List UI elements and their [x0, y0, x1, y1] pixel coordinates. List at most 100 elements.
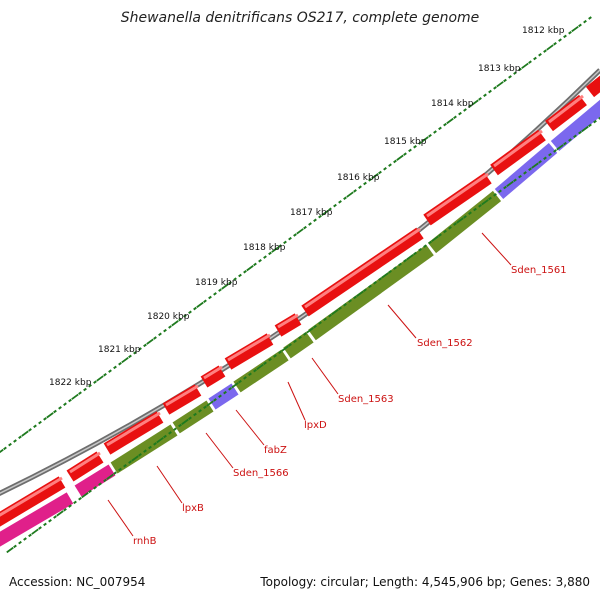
tick-mark: [418, 141, 422, 145]
tick-mark: [443, 229, 447, 234]
forward-cds[interactable]: [0, 476, 66, 527]
gene-label[interactable]: lpxD: [304, 420, 327, 431]
tick-mark: [488, 196, 492, 201]
tick-mark: [293, 233, 297, 237]
tick-mark: [198, 409, 202, 413]
ruler-label: 1815 kbp: [384, 137, 427, 147]
tick-mark: [58, 406, 62, 410]
forward-cds[interactable]: [545, 94, 587, 132]
tick-mark: [78, 391, 82, 395]
forward-cds[interactable]: [274, 313, 302, 337]
tick-mark: [113, 471, 117, 475]
ruler-labels: 1812 kbp 1813 kbp 1814 kbp 1815 kbp 1816 kbp…: [49, 26, 565, 388]
tick-mark: [403, 152, 407, 156]
forward-cds[interactable]: [423, 172, 492, 226]
tick-mark: [521, 62, 529, 69]
tick-mark: [93, 380, 97, 384]
tick-mark: [368, 178, 372, 182]
forward-cds[interactable]: [301, 227, 424, 317]
forward-cds[interactable]: [162, 384, 202, 415]
tick-mark: [68, 504, 72, 508]
forward-strand-shading: [0, 94, 584, 517]
gene-label[interactable]: Sden_1563: [338, 394, 394, 405]
tick-mark: [223, 390, 227, 395]
ruler-label: 1822 kbp: [49, 378, 92, 388]
tick-mark: [46, 412, 54, 419]
reverse-cds[interactable]: [233, 349, 289, 393]
tick-mark: [523, 171, 527, 175]
tick-mark: [181, 418, 189, 425]
ruler-label: 1821 kbp: [98, 345, 141, 355]
tick-mark: [103, 373, 107, 377]
gene-label[interactable]: Sden_1562: [417, 338, 473, 349]
gene-label[interactable]: lpxB: [182, 503, 204, 514]
tick-mark: [298, 335, 302, 340]
tick-mark: [143, 449, 147, 453]
tick-mark: [38, 526, 42, 530]
reverse-cds[interactable]: [208, 383, 239, 410]
gene-label[interactable]: fabZ: [264, 445, 287, 456]
forward-cds[interactable]: [200, 365, 226, 388]
tick-mark: [343, 196, 347, 200]
reverse-cds[interactable]: [308, 244, 434, 341]
tick-mark: [333, 203, 337, 208]
tick-mark: [413, 251, 417, 256]
gene-label[interactable]: rnhB: [133, 536, 157, 547]
tick-mark: [81, 491, 89, 499]
tick-mark: [148, 445, 152, 450]
gene-label[interactable]: Sden_1561: [511, 265, 567, 276]
tick-mark: [493, 193, 497, 197]
tick-mark: [588, 123, 592, 128]
tick-mark: [346, 191, 354, 198]
tick-mark: [146, 338, 154, 345]
tick-mark: [38, 420, 42, 425]
tick-mark: [131, 455, 139, 462]
tick-mark: [203, 299, 207, 303]
tick-mark: [221, 283, 229, 290]
tick-mark: [231, 382, 239, 389]
tick-mark: [468, 104, 472, 109]
tick-mark: [233, 277, 237, 281]
tick-mark: [206, 400, 214, 407]
tick-mark: [471, 99, 479, 106]
reverse-cds[interactable]: [550, 99, 600, 151]
tick-mark: [353, 189, 357, 193]
tick-mark: [63, 507, 67, 512]
forward-cds[interactable]: [585, 75, 600, 98]
tick-mark: [338, 200, 342, 204]
forward-cds[interactable]: [103, 411, 164, 455]
forward-cds[interactable]: [224, 333, 274, 370]
tick-mark: [458, 111, 462, 116]
forward-strand-features: [0, 75, 600, 527]
reverse-cds[interactable]: [74, 464, 116, 497]
tick-mark: [93, 486, 97, 490]
tick-mark: [503, 78, 507, 83]
ruler-label: 1812 kbp: [522, 26, 565, 36]
tick-mark: [393, 266, 397, 270]
reverse-cds[interactable]: [0, 492, 74, 547]
forward-cds[interactable]: [66, 451, 104, 482]
forward-cds[interactable]: [490, 129, 546, 176]
tick-mark: [506, 180, 514, 187]
tick-mark: [188, 416, 192, 420]
tick-mark: [23, 537, 27, 541]
reverse-cds[interactable]: [427, 190, 502, 254]
tick-mark: [533, 56, 537, 61]
tick-mark: [371, 173, 379, 180]
tick-mark: [513, 71, 517, 75]
tick-mark: [388, 270, 392, 274]
genome-summary-text: Topology: circular; Length: 4,545,906 bp…: [260, 575, 590, 589]
tick-mark: [358, 185, 362, 189]
tick-mark: [473, 207, 477, 212]
tick-mark: [528, 60, 532, 64]
tick-mark: [123, 464, 127, 468]
tick-mark: [28, 428, 32, 432]
gene-leader-line: [387, 304, 417, 339]
tick-mark: [213, 292, 217, 296]
reverse-cds[interactable]: [283, 331, 314, 359]
tick-mark: [588, 16, 592, 20]
tick-mark: [448, 226, 452, 230]
gene-label[interactable]: Sden_1566: [233, 468, 289, 479]
reverse-cds[interactable]: [172, 400, 214, 434]
